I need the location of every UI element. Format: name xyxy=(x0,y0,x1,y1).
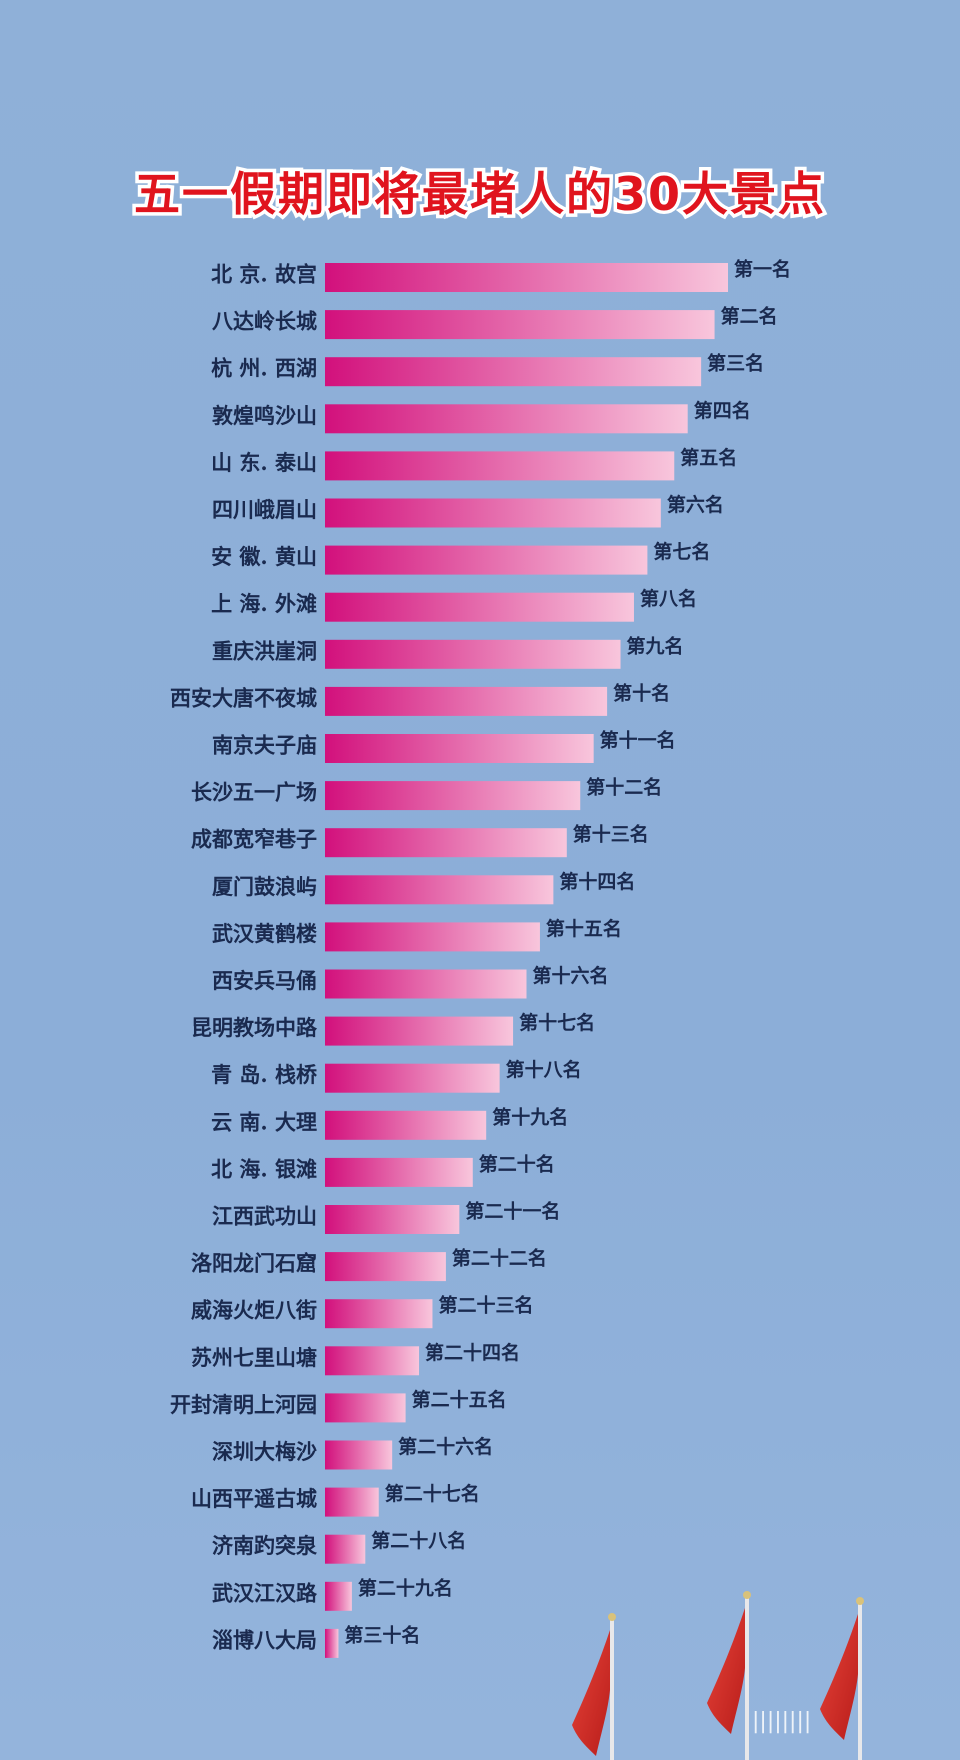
category-label: 济南趵突泉 xyxy=(212,1533,318,1558)
bar xyxy=(325,922,540,952)
category-label: 北 海. 银滩 xyxy=(211,1156,317,1181)
category-label: 北 京. 故宫 xyxy=(211,262,317,287)
bar xyxy=(325,498,661,528)
bar xyxy=(325,686,608,716)
bar xyxy=(325,1205,460,1234)
flag-icon xyxy=(572,1613,616,1760)
rank-label: 第二十三名 xyxy=(438,1294,533,1317)
rank-label: 第六名 xyxy=(667,493,724,516)
rank-label: 第十三名 xyxy=(573,823,649,846)
rank-label: 第二十一名 xyxy=(465,1200,560,1223)
category-label: 江西武功山 xyxy=(212,1204,317,1229)
bar xyxy=(325,734,594,763)
category-label: 安 徽. 黄山 xyxy=(211,544,317,569)
category-label: 威海火炬八街 xyxy=(191,1298,317,1323)
category-label: 厦门鼓浪屿 xyxy=(212,874,317,899)
bar xyxy=(325,639,621,669)
bar xyxy=(325,828,567,858)
category-label: 云 南. 大理 xyxy=(211,1109,317,1134)
category-label: 山西平遥古城 xyxy=(191,1486,317,1511)
rank-label: 第十一名 xyxy=(600,729,676,752)
category-label: 西安兵马俑 xyxy=(212,968,317,993)
bar xyxy=(325,1063,500,1093)
bar xyxy=(325,1487,379,1517)
category-label: 敦煌鸣沙山 xyxy=(212,403,317,428)
category-label: 南京夫子庙 xyxy=(212,733,317,758)
flag-icon xyxy=(707,1591,751,1760)
bar xyxy=(325,592,634,622)
rank-label: 第九名 xyxy=(627,634,684,657)
category-label: 昆明教场中路 xyxy=(191,1015,318,1040)
rank-label: 第三十名 xyxy=(344,1623,420,1646)
bar xyxy=(325,969,527,999)
rank-label: 第十八名 xyxy=(506,1058,582,1081)
bar xyxy=(325,1157,473,1187)
rank-label: 第二名 xyxy=(721,305,778,328)
category-label: 开封清明上河园 xyxy=(170,1392,317,1417)
rank-label: 第三名 xyxy=(707,352,764,375)
rank-label: 第十名 xyxy=(613,681,670,704)
rank-label: 第二十五名 xyxy=(412,1388,507,1411)
chart-title: 五一假期即将最堵人的30大景点 xyxy=(134,167,826,221)
rank-label: 第二十四名 xyxy=(425,1341,520,1364)
rank-label: 第十六名 xyxy=(533,964,609,987)
rank-label: 第七名 xyxy=(653,540,710,563)
bar xyxy=(325,1440,393,1470)
bar xyxy=(325,1581,352,1611)
category-label: 上 海. 外滩 xyxy=(211,591,317,616)
bar xyxy=(325,1110,487,1140)
bar xyxy=(325,875,554,905)
rank-label: 第十二名 xyxy=(586,776,662,799)
bar xyxy=(325,1299,433,1329)
category-label: 杭 州. 西湖 xyxy=(211,356,317,381)
category-label: 西安大唐不夜城 xyxy=(170,685,317,710)
bar xyxy=(325,1393,406,1423)
category-label: 重庆洪崖洞 xyxy=(212,638,317,663)
rank-label: 第十九名 xyxy=(492,1105,568,1128)
bar xyxy=(325,1346,420,1376)
bar xyxy=(325,781,581,811)
rank-label: 第五名 xyxy=(680,446,737,469)
watermark: |||||||| xyxy=(752,1709,811,1734)
category-label: 武汉江汉路 xyxy=(212,1580,318,1605)
category-label: 淄博八大局 xyxy=(212,1627,317,1652)
category-label: 武汉黄鹤楼 xyxy=(212,921,317,946)
rank-label: 第二十名 xyxy=(479,1152,555,1175)
category-label: 洛阳龙门石窟 xyxy=(191,1251,317,1276)
rank-label: 第十四名 xyxy=(559,870,635,893)
category-label: 深圳大梅沙 xyxy=(212,1439,317,1464)
category-label: 四川峨眉山 xyxy=(212,497,317,522)
rank-label: 第二十九名 xyxy=(358,1576,453,1599)
rank-label: 第二十八名 xyxy=(371,1529,466,1552)
category-label: 八达岭长城 xyxy=(212,309,317,334)
rank-label: 第八名 xyxy=(640,587,697,610)
bar xyxy=(325,545,648,575)
rank-label: 第十五名 xyxy=(546,917,622,940)
flag-icon xyxy=(820,1597,864,1760)
bar xyxy=(325,357,702,387)
category-label: 山 东. 泰山 xyxy=(211,450,317,475)
category-label: 青 岛. 栈桥 xyxy=(211,1062,318,1087)
bar xyxy=(325,263,728,292)
bar xyxy=(325,451,675,481)
rank-label: 第二十六名 xyxy=(398,1435,493,1458)
bar xyxy=(325,310,715,340)
bar xyxy=(325,404,688,434)
bar xyxy=(325,1252,446,1282)
rank-label: 第四名 xyxy=(694,399,751,422)
rank-label: 第十七名 xyxy=(519,1011,595,1034)
bar xyxy=(325,1534,366,1564)
bar xyxy=(325,1016,514,1046)
rank-label: 第二十七名 xyxy=(385,1482,480,1505)
category-label: 苏州七里山塘 xyxy=(191,1345,317,1370)
category-label: 成都宽窄巷子 xyxy=(191,827,317,852)
flags-layer xyxy=(572,1591,864,1760)
rank-label: 第一名 xyxy=(734,258,791,281)
category-label: 长沙五一广场 xyxy=(191,780,317,805)
rank-label: 第二十二名 xyxy=(452,1247,547,1270)
bar xyxy=(325,1628,339,1658)
